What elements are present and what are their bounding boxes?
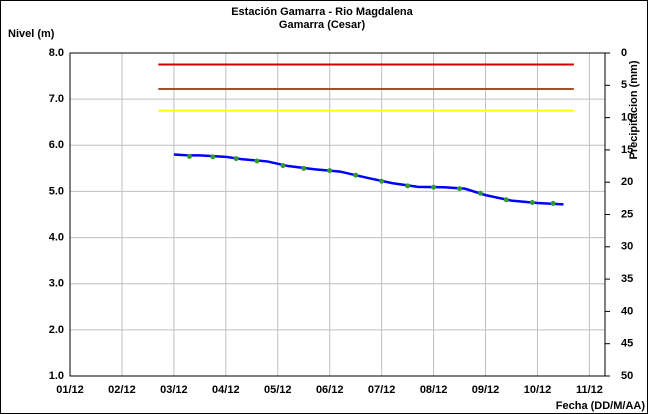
y2-tick-label: 0 [621,47,627,59]
x-tick-label: 07/12 [368,384,396,396]
y-tick-label: 1.0 [49,370,64,382]
marker [550,200,556,206]
x-tick-label: 04/12 [212,384,240,396]
plot-area [69,52,606,377]
y-tick-label: 7.0 [49,93,64,105]
chart-subtitle: Gamarra (Cesar) [279,19,366,31]
x-axis-label: Fecha (DD/M/AA) [556,400,646,412]
marker [503,197,509,203]
y2-tick-label: 50 [621,370,633,382]
y2-tick-label: 45 [621,338,633,350]
y-tick-label: 8.0 [49,47,64,59]
y2-tick-label: 5 [621,79,627,91]
level-line [173,153,564,206]
marker [379,178,385,184]
y2-tick-label: 25 [621,208,633,220]
marker [254,158,260,164]
marker [210,154,216,160]
x-tick-label: 08/12 [420,384,448,396]
chart-title: Estación Gamarra - Rio Magdalena [231,6,413,18]
y2-tick-label: 20 [621,176,633,188]
x-tick-label: 10/12 [524,384,552,396]
x-tick-label: 11/12 [576,384,603,396]
marker [233,156,239,162]
marker [327,168,333,174]
marker [457,186,463,192]
y-tick-label: 5.0 [49,185,64,197]
marker [186,153,192,159]
y2-tick-label: 15 [621,144,633,156]
x-tick-label: 06/12 [316,384,344,396]
x-tick-label: 02/12 [108,384,136,396]
x-tick-label: 01/12 [56,384,84,396]
y2-tick-label: 40 [621,305,633,317]
marker [431,184,437,190]
y2-tick-label: 10 [621,112,633,124]
y-tick-label: 2.0 [49,324,64,336]
x-tick-label: 05/12 [264,384,292,396]
y-axis-label: Nivel (m) [8,28,55,40]
y2-tick-label: 35 [621,273,633,285]
marker [477,190,483,196]
marker [301,165,307,171]
marker [405,183,411,189]
y-tick-label: 4.0 [49,231,64,243]
x-tick-label: 09/12 [472,384,500,396]
y-tick-label: 3.0 [49,278,64,290]
marker [529,200,535,206]
marker [353,172,359,178]
marker [280,163,286,169]
y2-tick-label: 30 [621,241,633,253]
x-tick-label: 03/12 [160,384,188,396]
y2-axis-label: Precipitacion (mm) [628,60,640,159]
y-tick-label: 6.0 [49,139,64,151]
